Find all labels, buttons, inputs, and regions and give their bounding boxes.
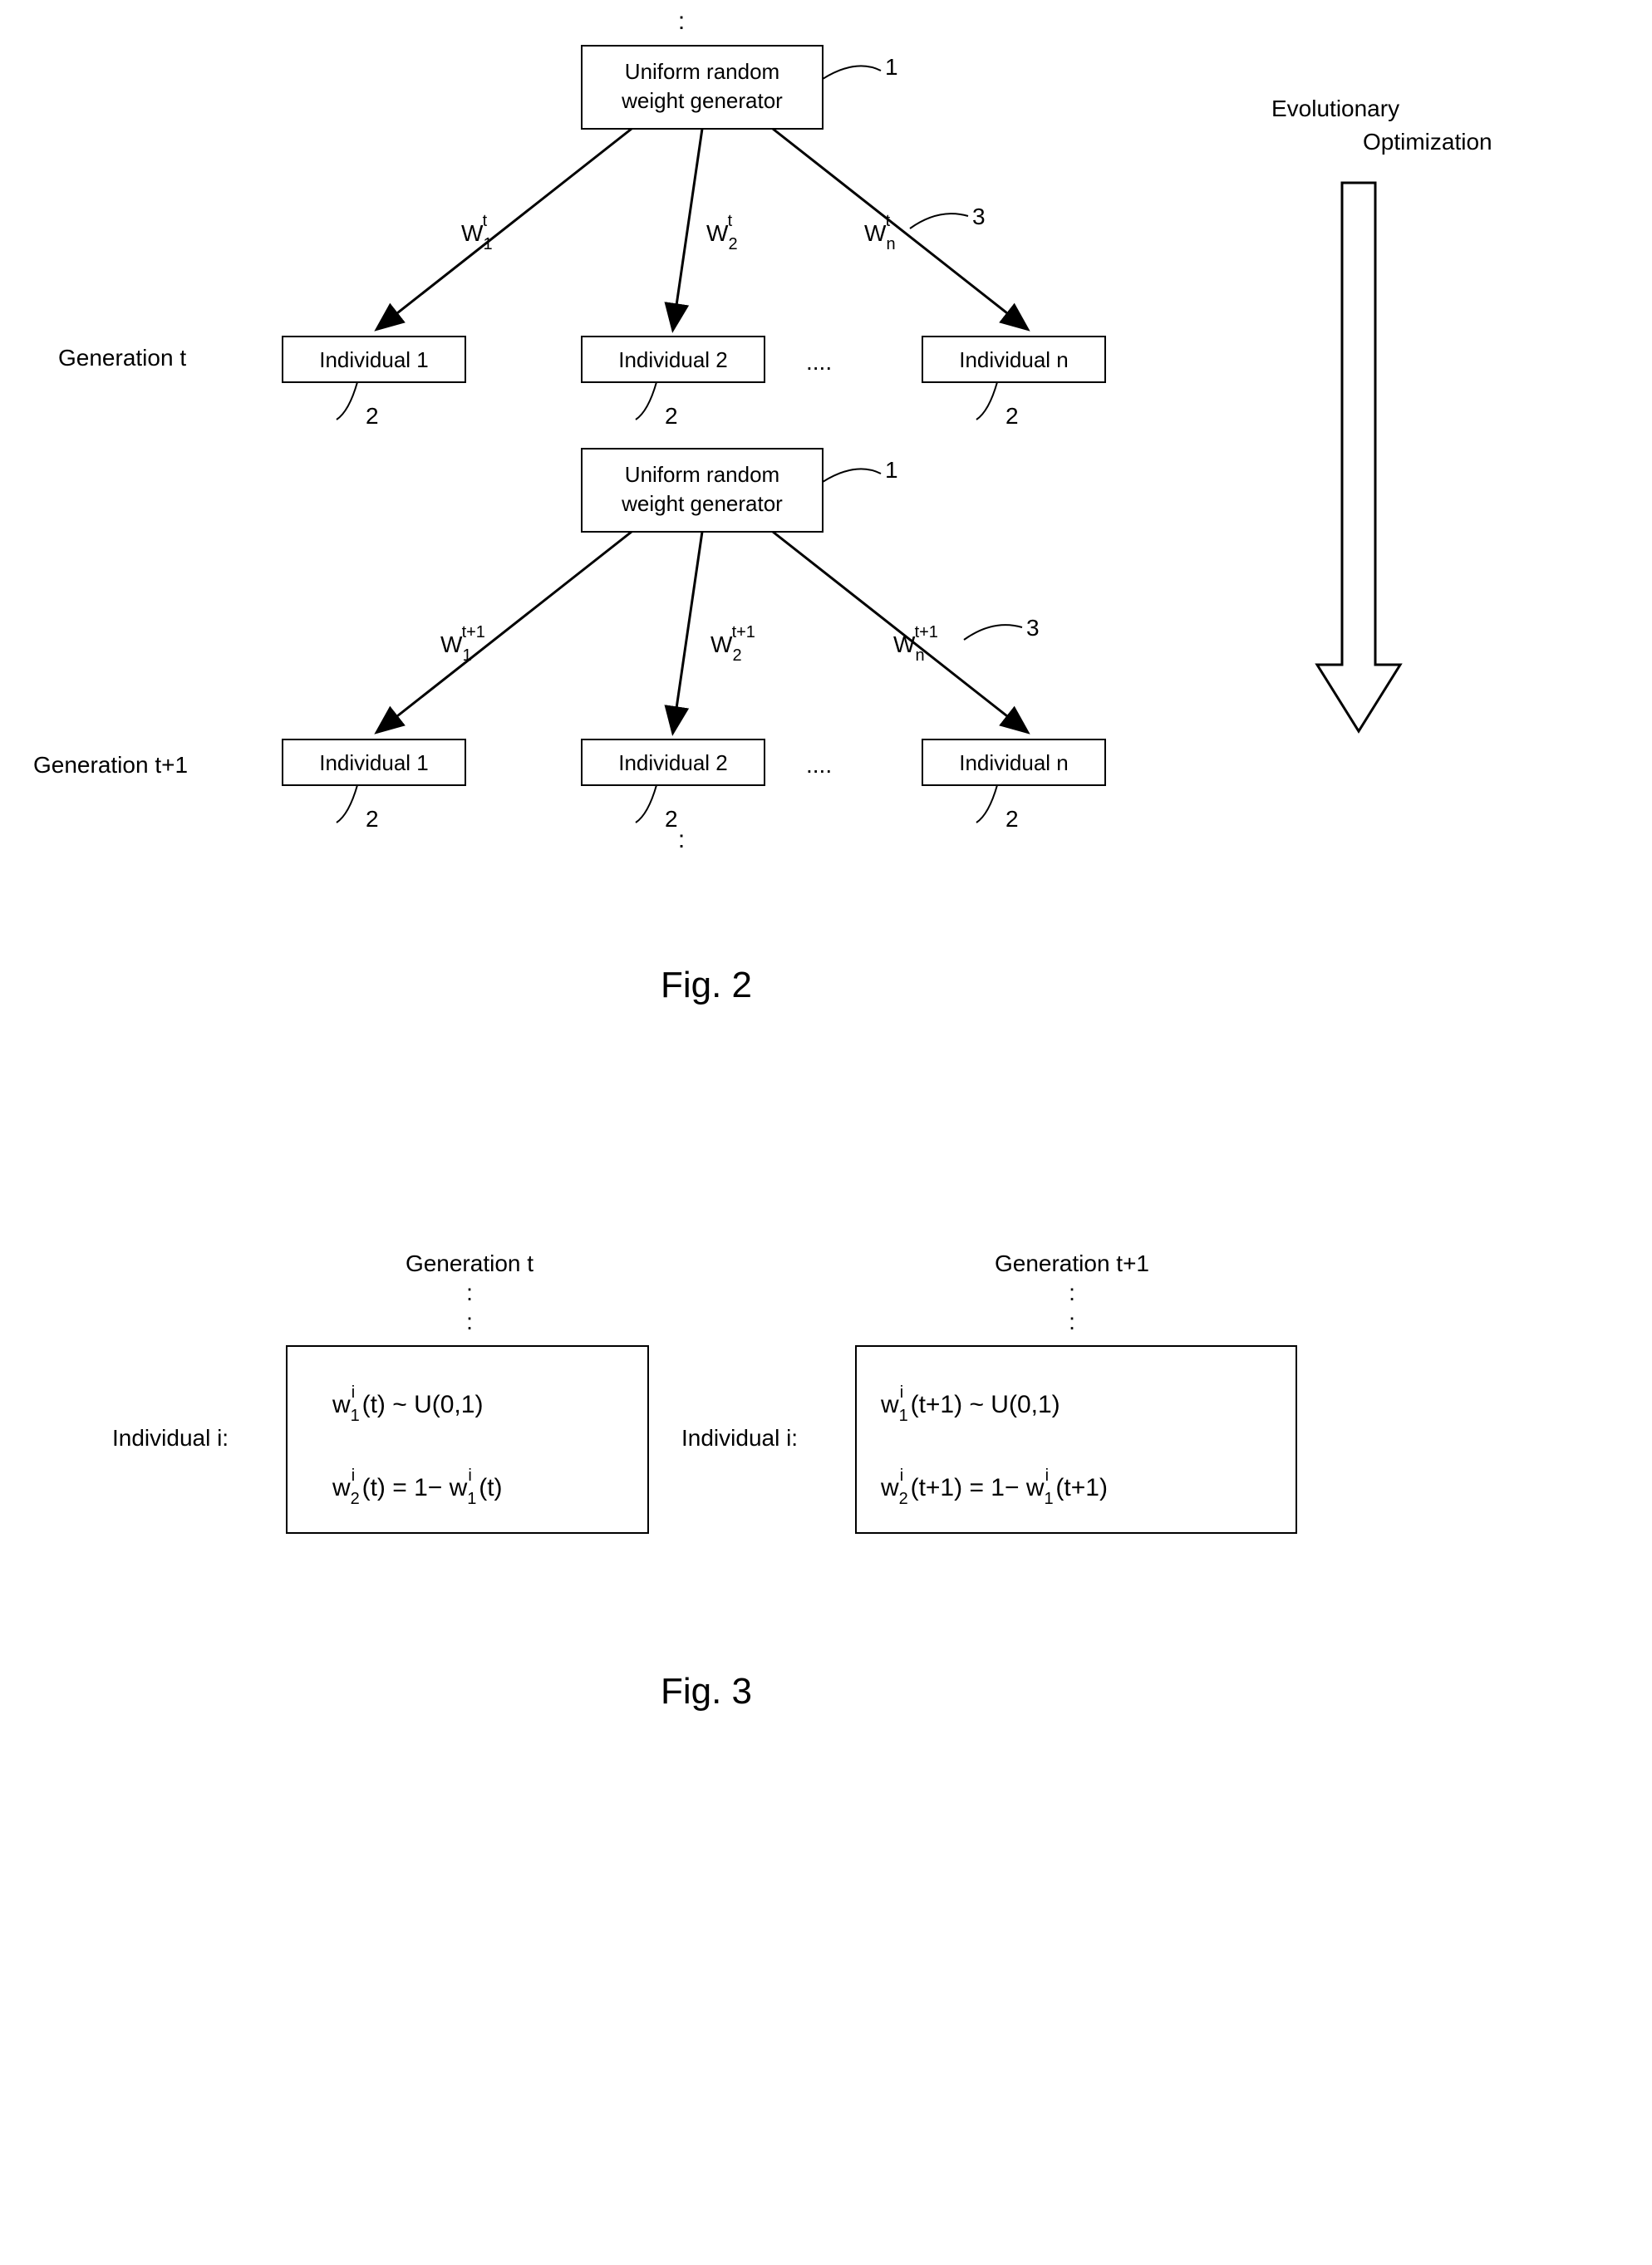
svg-text:Individual 1: Individual 1 (319, 750, 429, 775)
ind-tp1-n-leader (976, 785, 997, 823)
ind-t-1-leader (337, 382, 357, 420)
fig2-caption: Fig. 2 (661, 965, 752, 1005)
gen-tp1-label: Generation t+1 (33, 752, 188, 778)
fig3-caption: Fig. 3 (661, 1671, 752, 1712)
svg-text:Individual n: Individual n (959, 750, 1069, 775)
svg-text:weight generator: weight generator (621, 491, 783, 516)
svg-text:Individual 2: Individual 2 (618, 750, 728, 775)
svg-text:W1t: W1t (461, 212, 493, 253)
weight-ref-leader-tp1 (964, 625, 1022, 640)
fig3-gen-t-dots: : (466, 1280, 473, 1305)
svg-text:W2t: W2t (706, 212, 738, 253)
svg-text:W2t+1: W2t+1 (710, 623, 755, 665)
arrow-tp1-1 (378, 532, 632, 731)
ind-tp1-2-leader (636, 785, 656, 823)
generator-t-line2: weight generator (621, 88, 783, 113)
fig3-ind-label-mid: Individual i: (681, 1425, 798, 1451)
svg-text:Individual 1: Individual 1 (319, 347, 429, 372)
weight-tp1-1: W1t+1 (440, 623, 485, 665)
fig3-gen-tp1-dots2: : (1069, 1309, 1075, 1334)
generator-box-t: Uniform random weight generator (582, 46, 823, 129)
arrow-t-2 (673, 129, 702, 328)
fig3-box-t: w1i (t) ~ U(0,1) w2i (t) = 1− w1i (t) (287, 1346, 648, 1533)
ind-tp1-1-ref: 2 (366, 806, 379, 832)
arrow-t-1 (378, 129, 632, 328)
fig3-gen-t-dots2: : (466, 1309, 473, 1334)
svg-text:Uniform random: Uniform random (625, 462, 779, 487)
fig3-gen-tp1-dots: : (1069, 1280, 1075, 1305)
generator-tp1-leader (823, 469, 881, 482)
weight-tp1-2: W2t+1 (710, 623, 755, 665)
ind-tp1-2-ref: 2 (665, 806, 678, 832)
weight-t-2: W2t (706, 212, 738, 253)
weight-ref-t: 3 (972, 204, 986, 229)
dots-below: : (678, 826, 685, 853)
ind-t-n-leader (976, 382, 997, 420)
individual-tp1-1: Individual 1 (283, 739, 465, 785)
individual-tp1-n: Individual n (922, 739, 1105, 785)
evo-arrow (1317, 183, 1400, 731)
individual-t-2: Individual 2 (582, 337, 765, 382)
dots-above: : (678, 7, 685, 35)
individual-tp1-2: Individual 2 (582, 739, 765, 785)
generator-t-ref: 1 (885, 54, 898, 80)
fig3-box-tp1: w1i (t+1) ~ U(0,1) w2i (t+1) = 1− w1i (t… (856, 1346, 1296, 1533)
weight-ref-leader-t (910, 214, 968, 228)
svg-text:Wnt: Wnt (864, 212, 896, 253)
individual-t-n: Individual n (922, 337, 1105, 382)
generator-t-line1: Uniform random (625, 59, 779, 84)
weight-t-n: Wnt (864, 212, 896, 253)
ind-t-2-ref: 2 (665, 403, 678, 429)
ind-t-2-leader (636, 382, 656, 420)
weight-t-1: W1t (461, 212, 493, 253)
svg-text:W1t+1: W1t+1 (440, 623, 485, 665)
svg-text:Individual 2: Individual 2 (618, 347, 728, 372)
generator-box-tp1: Uniform random weight generator (582, 449, 823, 532)
ind-t-1-ref: 2 (366, 403, 379, 429)
arrow-tp1-2 (673, 532, 702, 731)
ind-tp1-1-leader (337, 785, 357, 823)
diagram-canvas: : Uniform random weight generator 1 W1t … (0, 0, 1652, 2261)
gen-t-label: Generation t (58, 345, 186, 371)
evo-label-2: Optimization (1363, 129, 1492, 155)
arrow-t-3 (773, 129, 1026, 328)
fig3-ind-label-left: Individual i: (112, 1425, 229, 1451)
dots-tp1: .... (806, 752, 832, 778)
evo-label-1: Evolutionary (1271, 96, 1399, 121)
generator-tp1-ref: 1 (885, 457, 898, 483)
fig3-gen-tp1-label: Generation t+1 (995, 1250, 1149, 1276)
fig3-gen-t-label: Generation t (406, 1250, 533, 1276)
generator-t-leader (823, 66, 881, 79)
weight-ref-tp1: 3 (1026, 615, 1040, 641)
ind-t-n-ref: 2 (1005, 403, 1019, 429)
svg-text:Individual n: Individual n (959, 347, 1069, 372)
ind-tp1-n-ref: 2 (1005, 806, 1019, 832)
individual-t-1: Individual 1 (283, 337, 465, 382)
dots-t: .... (806, 349, 832, 375)
